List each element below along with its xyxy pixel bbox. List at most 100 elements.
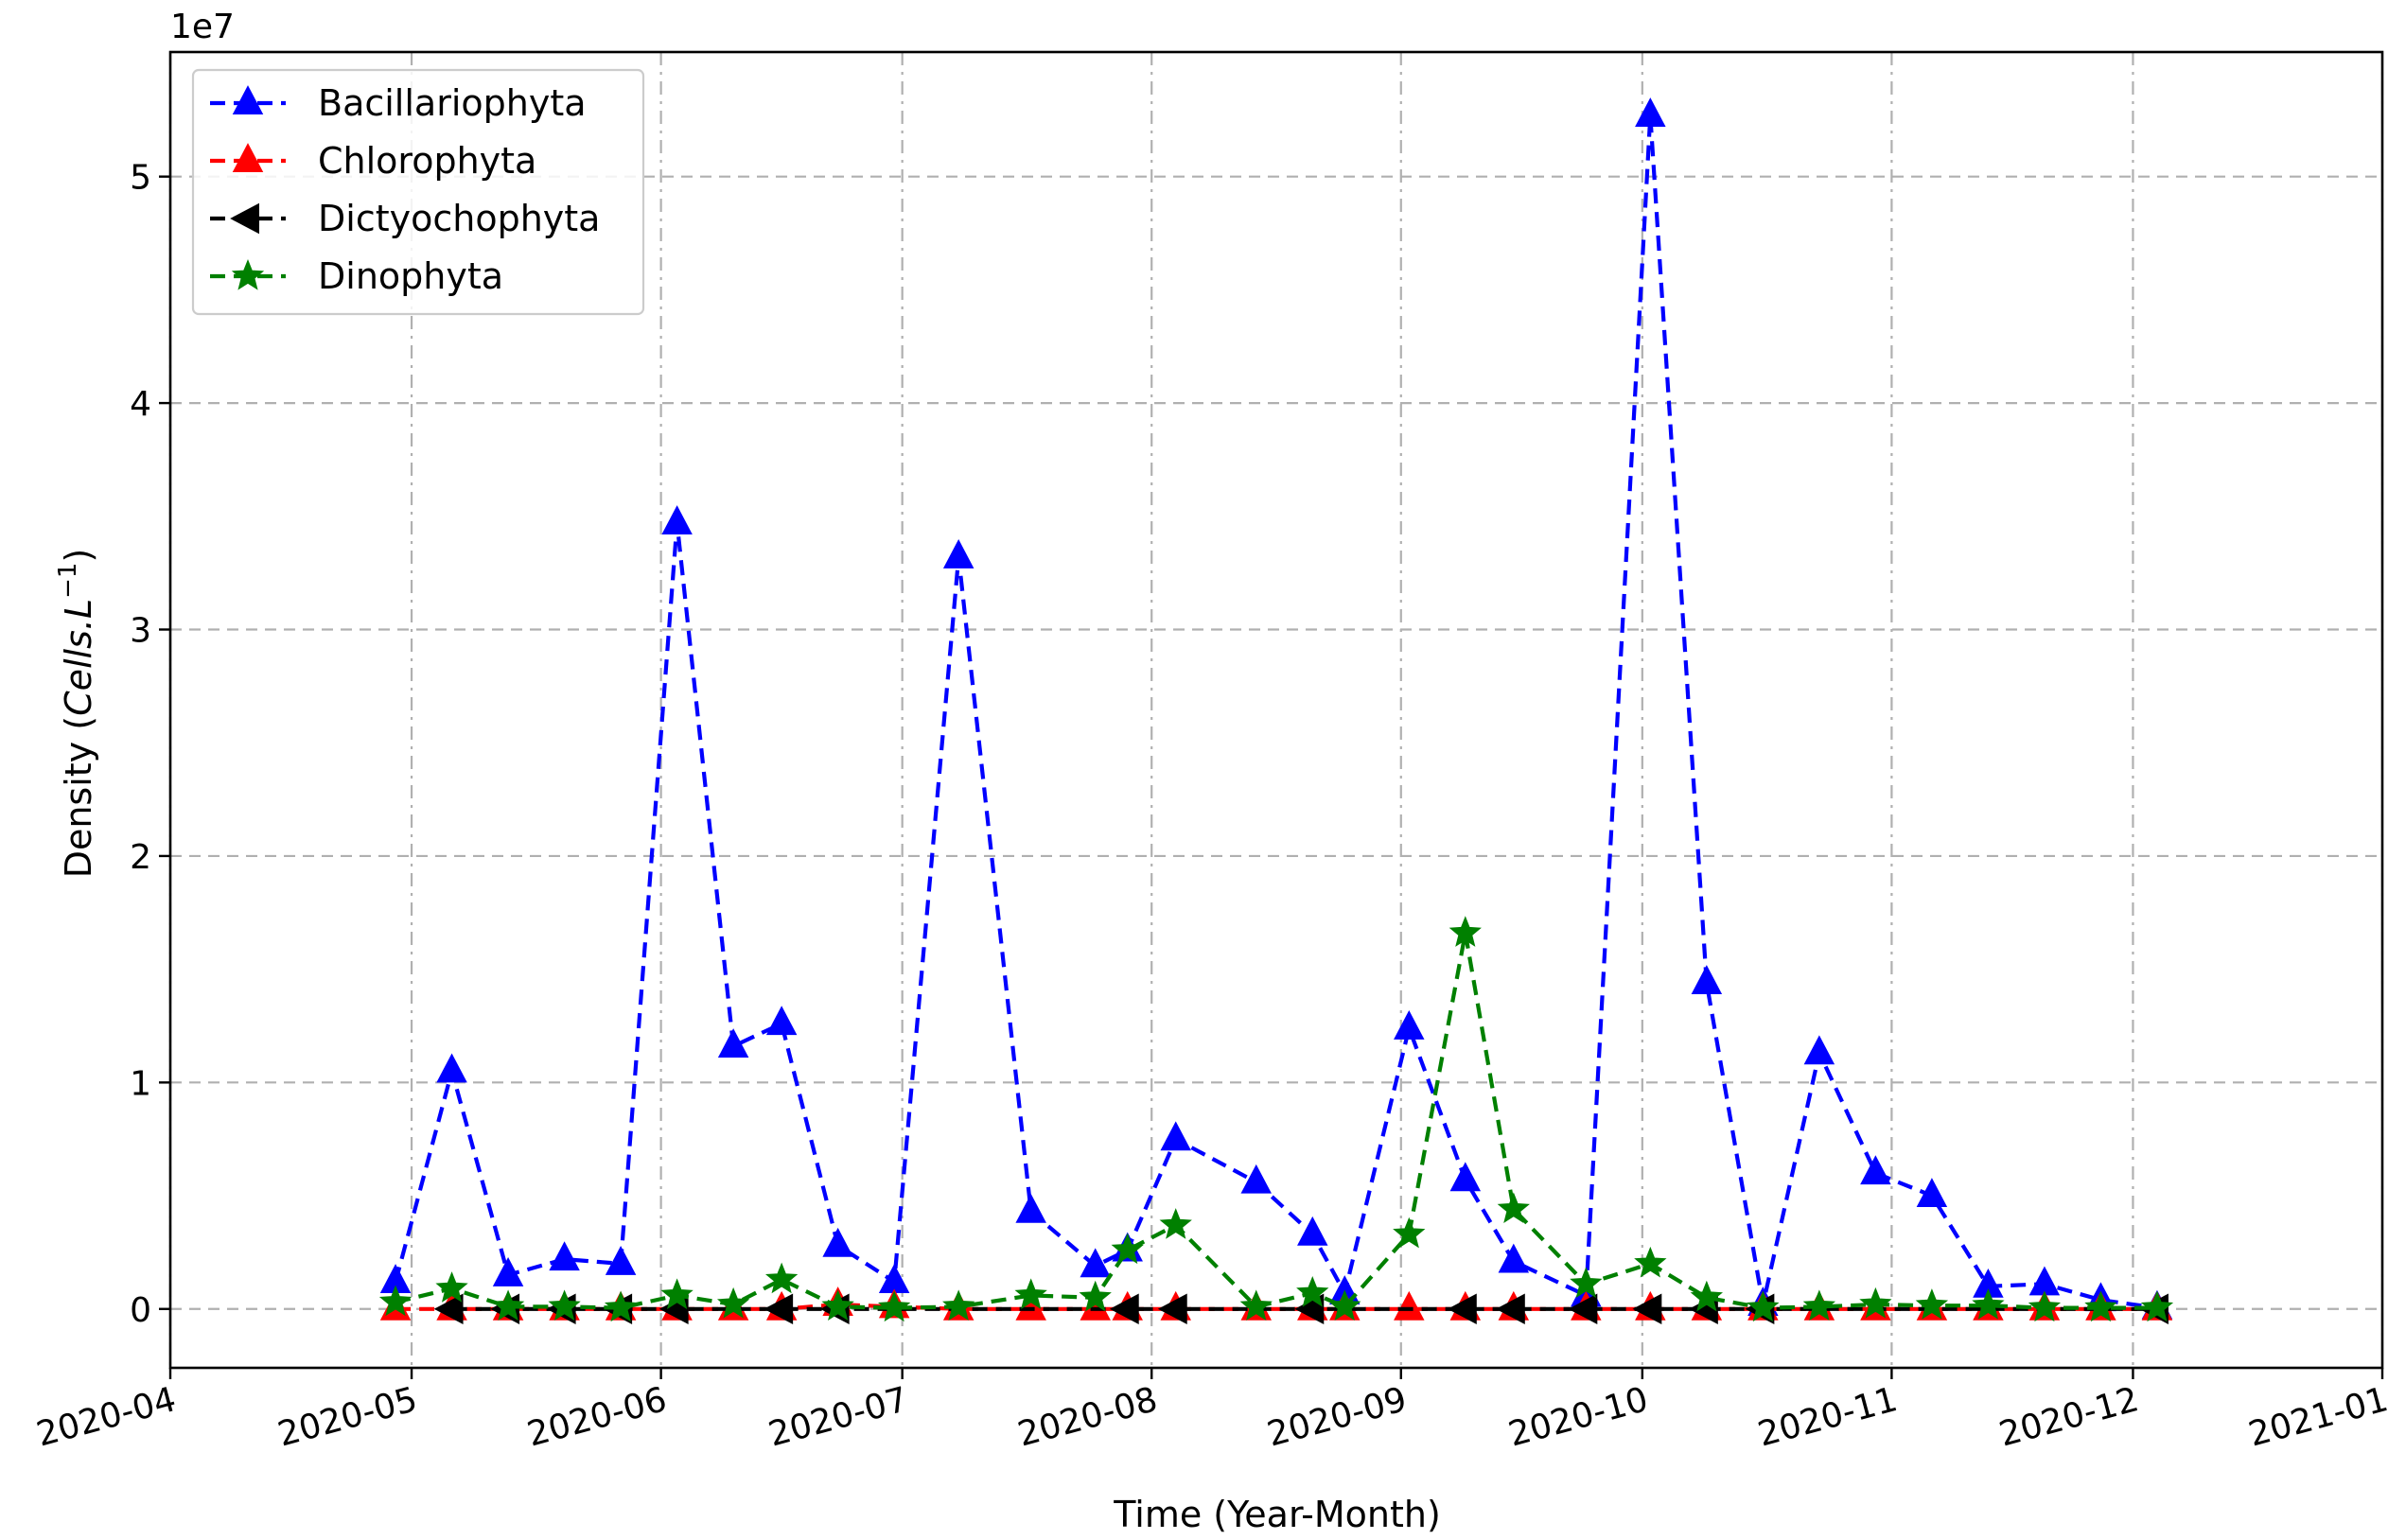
data-point	[1570, 1267, 1603, 1299]
data-point	[1860, 1155, 1891, 1185]
data-point	[942, 539, 975, 569]
legend-label: Chlorophyta	[318, 140, 536, 182]
y-tick-label: 5	[130, 159, 151, 198]
data-point	[1328, 1289, 1361, 1321]
data-point	[1160, 1121, 1191, 1151]
legend-entry: Dictyochophyta	[210, 198, 600, 239]
y-axis-label-units: Cells.L	[58, 599, 99, 716]
data-point	[1747, 1290, 1780, 1322]
x-tick-label: 2020-09	[1263, 1380, 1411, 1455]
data-point	[1632, 1293, 1662, 1324]
series-bacillariophyta	[379, 97, 2173, 1320]
data-point	[1240, 1164, 1272, 1194]
x-tick-label: 2020-10	[1504, 1380, 1652, 1455]
x-tick-label: 2020-04	[32, 1380, 180, 1455]
data-point	[1498, 1243, 1530, 1273]
data-point	[717, 1028, 749, 1059]
data-point	[764, 1262, 799, 1294]
data-point	[878, 1290, 911, 1322]
data-point	[549, 1241, 580, 1271]
legend-label: Dictyochophyta	[318, 198, 600, 239]
data-point	[1690, 1280, 1723, 1312]
data-point	[1972, 1288, 2005, 1320]
legend-entry: Chlorophyta	[210, 140, 536, 182]
data-point	[1239, 1289, 1273, 1321]
data-point	[1916, 1178, 1948, 1208]
data-point	[942, 1289, 975, 1321]
series-dinophyta	[378, 916, 2174, 1322]
data-point	[492, 1256, 524, 1286]
data-point	[1079, 1280, 1112, 1312]
data-point	[1915, 1288, 1949, 1320]
data-point	[1015, 1193, 1046, 1223]
y-tick-label: 2	[130, 838, 151, 877]
x-tick-label: 2020-05	[273, 1380, 421, 1455]
data-point	[2028, 1266, 2061, 1296]
data-point	[1635, 97, 1666, 128]
y-tick-label: 1	[130, 1064, 151, 1103]
data-point	[1394, 1010, 1425, 1040]
series-line	[395, 1302, 2157, 1311]
data-point	[378, 1285, 413, 1317]
legend-label: Bacillariophyta	[318, 82, 587, 124]
data-point	[1157, 1293, 1187, 1324]
data-point	[1109, 1293, 1139, 1324]
data-point	[1296, 1275, 1329, 1307]
data-point	[1159, 1208, 1192, 1239]
legend-marker	[232, 143, 264, 172]
legend-entry: Bacillariophyta	[210, 82, 587, 124]
x-tick-label: 2020-11	[1754, 1380, 1902, 1455]
data-point	[1803, 1035, 1835, 1065]
data-point	[2028, 1290, 2062, 1322]
legend-box	[191, 68, 645, 316]
data-point	[1568, 1293, 1598, 1324]
y-axis-label: Density (Cells.L−1)	[54, 549, 99, 879]
data-point	[1634, 1246, 1667, 1278]
data-point	[764, 1293, 794, 1324]
data-point	[822, 1227, 853, 1257]
data-point	[1297, 1216, 1328, 1246]
data-point	[435, 1271, 468, 1303]
data-point	[716, 1286, 750, 1319]
y-tick-label: 4	[130, 385, 151, 424]
data-point	[491, 1289, 525, 1321]
legend-marker	[231, 258, 265, 290]
data-point	[1111, 1233, 1144, 1265]
data-point	[1394, 1290, 1425, 1321]
data-point	[765, 1006, 798, 1036]
y-tick-label: 0	[130, 1291, 151, 1330]
data-point	[1859, 1286, 1892, 1319]
x-tick-label: 2020-07	[764, 1380, 912, 1455]
data-point	[1393, 1216, 1426, 1249]
data-point	[1449, 916, 1482, 947]
x-tick-label: 2021-01	[2244, 1380, 2388, 1455]
x-tick-label: 2020-12	[1995, 1380, 2143, 1455]
data-point	[660, 1278, 694, 1309]
data-point	[1497, 1192, 1530, 1223]
data-point	[878, 1264, 910, 1294]
x-axis: 2020-04 2020-05 2020-06 2020-07 2020-08 2020-…	[32, 1368, 2388, 1455]
data-point	[661, 505, 693, 534]
data-point	[821, 1289, 854, 1321]
legend-marker	[230, 202, 259, 235]
x-tick-label: 2020-08	[1014, 1380, 1162, 1455]
series-line	[395, 932, 2157, 1310]
data-point	[1802, 1289, 1836, 1321]
legend-marker	[232, 85, 264, 114]
grid	[168, 52, 2384, 1368]
y-offset-label: 1e7	[170, 8, 235, 46]
x-tick-label: 2020-06	[523, 1380, 671, 1455]
data-point	[436, 1053, 467, 1083]
data-point	[1449, 1162, 1482, 1192]
data-point	[2140, 1290, 2174, 1322]
legend-label: Dinophyta	[318, 255, 503, 297]
legend: Bacillariophyta Chlorophyta Dictyochophyta…	[191, 68, 645, 316]
data-point	[1014, 1278, 1047, 1309]
legend-entry: Dinophyta	[210, 255, 503, 297]
data-point	[1080, 1248, 1111, 1278]
series-dictyochophyta	[433, 1293, 2169, 1324]
y-axis-label-exponent: −1	[54, 563, 82, 599]
plot-frame	[168, 50, 2384, 1370]
data-point	[1691, 965, 1723, 994]
